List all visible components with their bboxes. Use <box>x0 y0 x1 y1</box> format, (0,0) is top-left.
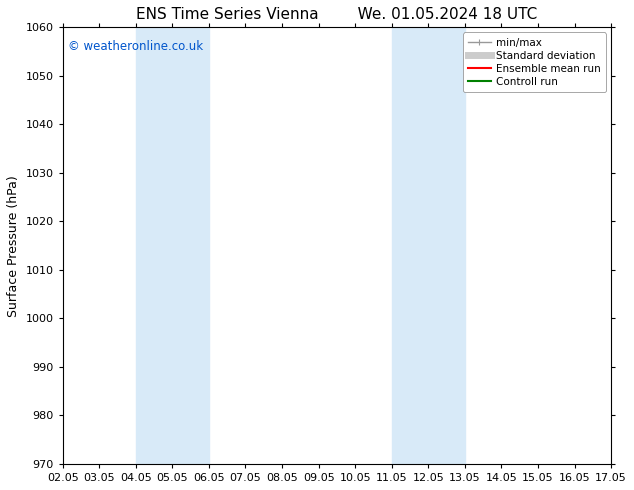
Y-axis label: Surface Pressure (hPa): Surface Pressure (hPa) <box>7 175 20 317</box>
Text: © weatheronline.co.uk: © weatheronline.co.uk <box>68 40 204 53</box>
Title: ENS Time Series Vienna        We. 01.05.2024 18 UTC: ENS Time Series Vienna We. 01.05.2024 18… <box>136 7 538 22</box>
Bar <box>392 27 465 464</box>
Legend: min/max, Standard deviation, Ensemble mean run, Controll run: min/max, Standard deviation, Ensemble me… <box>463 32 606 92</box>
Bar <box>136 27 209 464</box>
